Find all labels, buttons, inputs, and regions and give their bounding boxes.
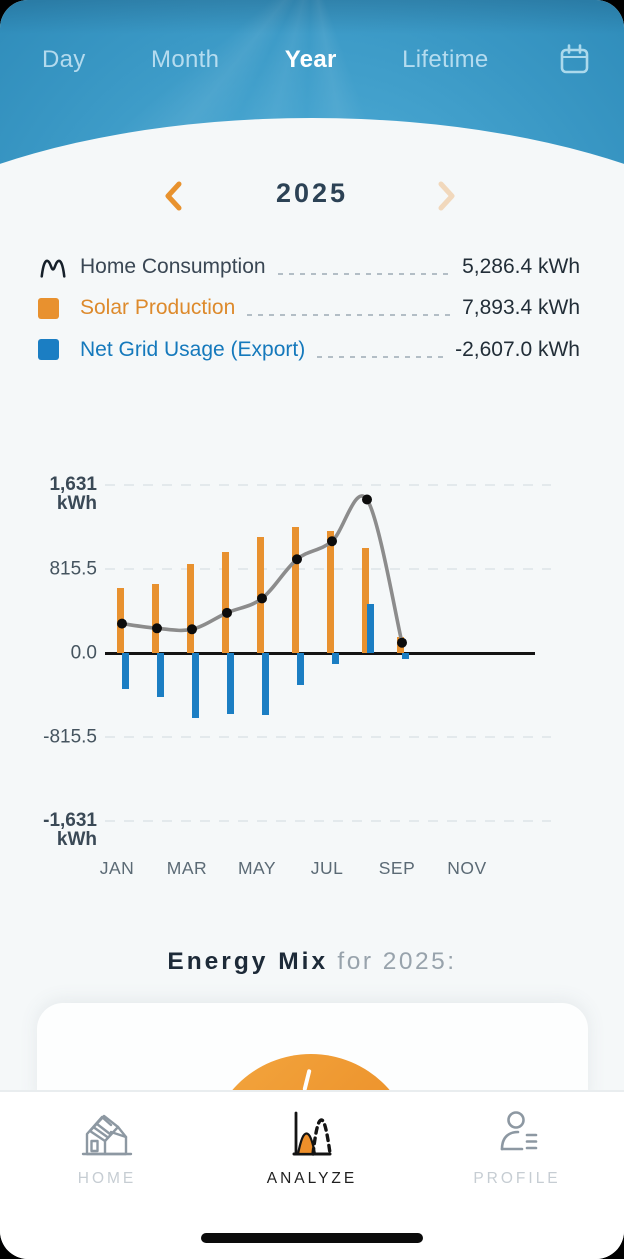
x-axis-label-mar: MAR (166, 858, 208, 878)
solar-production-bar-jun[interactable] (291, 527, 299, 653)
y-axis-label: 815.5 (49, 558, 97, 580)
gridline (105, 736, 551, 738)
bottom-nav: HOME ANALYZE (0, 1090, 624, 1259)
period-tabs: Day Month Year Lifetime (0, 40, 624, 80)
x-axis-label-jul: JUL (310, 858, 344, 878)
legend: Home Consumption 5,286.4 kWh Solar Produ… (38, 246, 580, 371)
calendar-button[interactable] (554, 40, 594, 80)
solar-swatch-icon (38, 297, 68, 319)
tab-month[interactable]: Month (151, 46, 220, 73)
energy-mix-card[interactable] (37, 1003, 588, 1103)
x-axis-label-jan: JAN (99, 858, 135, 878)
home-icon (52, 1106, 162, 1162)
home-indicator[interactable] (201, 1233, 423, 1243)
legend-value: 5,286.4 kWh (462, 254, 580, 278)
nav-label-home: HOME (77, 1170, 137, 1187)
solar-production-bar-apr[interactable] (221, 551, 229, 653)
nav-item-analyze[interactable]: ANALYZE (257, 1106, 367, 1188)
calendar-icon (560, 44, 589, 74)
wave-icon (38, 252, 68, 282)
solar-production-bar-feb[interactable] (151, 583, 159, 653)
previous-year-button[interactable] (160, 180, 190, 212)
nav-label-profile: PROFILE (473, 1170, 561, 1187)
y-axis-label: -815.5 (43, 726, 97, 748)
next-year-button[interactable] (430, 180, 460, 212)
net-grid-bar-apr[interactable] (226, 653, 234, 715)
nav-item-home[interactable]: HOME (52, 1106, 162, 1188)
legend-row-net-grid-usage[interactable]: Net Grid Usage (Export) -2,607.0 kWh (38, 329, 580, 371)
tab-day[interactable]: Day (42, 46, 86, 73)
energy-mix-heading-bold: Energy Mix (167, 948, 329, 975)
legend-label: Solar Production (80, 296, 236, 320)
energy-chart[interactable]: 1,631 kWh 815.5 0.0 -815.5 -1,631 kWh JAN MAR M… (0, 470, 624, 900)
data-point-dot (362, 494, 372, 505)
legend-value: 7,893.4 kWh (462, 296, 580, 320)
legend-row-home-consumption[interactable]: Home Consumption 5,286.4 kWh (38, 246, 580, 288)
net-grid-bar-jun[interactable] (296, 653, 304, 685)
net-grid-bar-jul[interactable] (331, 653, 339, 664)
net-grid-bar-may[interactable] (261, 653, 269, 715)
analyze-chart-icon (257, 1106, 367, 1162)
nav-item-profile[interactable]: PROFILE (462, 1106, 572, 1188)
grid-swatch-icon (38, 339, 68, 361)
net-grid-bar-aug[interactable] (366, 604, 374, 653)
dotted-leader (247, 314, 453, 317)
legend-label: Home Consumption (80, 254, 266, 278)
net-grid-bar-feb[interactable] (156, 653, 164, 698)
legend-value: -2,607.0 kWh (455, 337, 580, 361)
solar-production-bar-jul[interactable] (326, 530, 334, 653)
x-axis-label-sep: SEP (378, 858, 416, 878)
net-grid-bar-sep[interactable] (401, 653, 409, 659)
chevron-left-icon (165, 181, 182, 211)
year-label: 2025 (275, 178, 349, 208)
energy-mix-heading: Energy Mix for 2025: (0, 948, 624, 976)
header-curve (0, 118, 624, 538)
x-axis-line (105, 651, 535, 655)
legend-label: Net Grid Usage (Export) (80, 337, 306, 361)
solar-production-bar-may[interactable] (256, 536, 264, 653)
x-axis-label-may: MAY (237, 858, 277, 878)
legend-row-solar-production[interactable]: Solar Production 7,893.4 kWh (38, 288, 580, 330)
energy-mix-heading-rest: for 2025: (328, 948, 457, 975)
solar-production-bar-mar[interactable] (186, 564, 194, 653)
tab-lifetime[interactable]: Lifetime (402, 46, 489, 73)
x-axis-label-nov: NOV (447, 858, 487, 878)
gridline (105, 820, 551, 822)
profile-icon (462, 1106, 572, 1162)
solar-production-bar-jan[interactable] (116, 587, 124, 653)
y-axis-label: 0.0 (70, 642, 97, 664)
tab-year[interactable]: Year (284, 46, 337, 73)
net-grid-bar-jan[interactable] (121, 653, 129, 689)
y-axis-label: 1,631 kWh (49, 474, 97, 514)
y-axis-label: -1,631 kWh (43, 810, 97, 850)
nav-label-analyze: ANALYZE (266, 1170, 358, 1187)
year-selector: 2025 (0, 168, 624, 222)
dotted-leader (317, 355, 446, 358)
dotted-leader (277, 272, 453, 275)
solar-production-bar-sep[interactable] (396, 636, 404, 653)
gridline (105, 484, 551, 486)
net-grid-bar-mar[interactable] (191, 653, 199, 718)
chevron-right-icon (438, 181, 455, 211)
